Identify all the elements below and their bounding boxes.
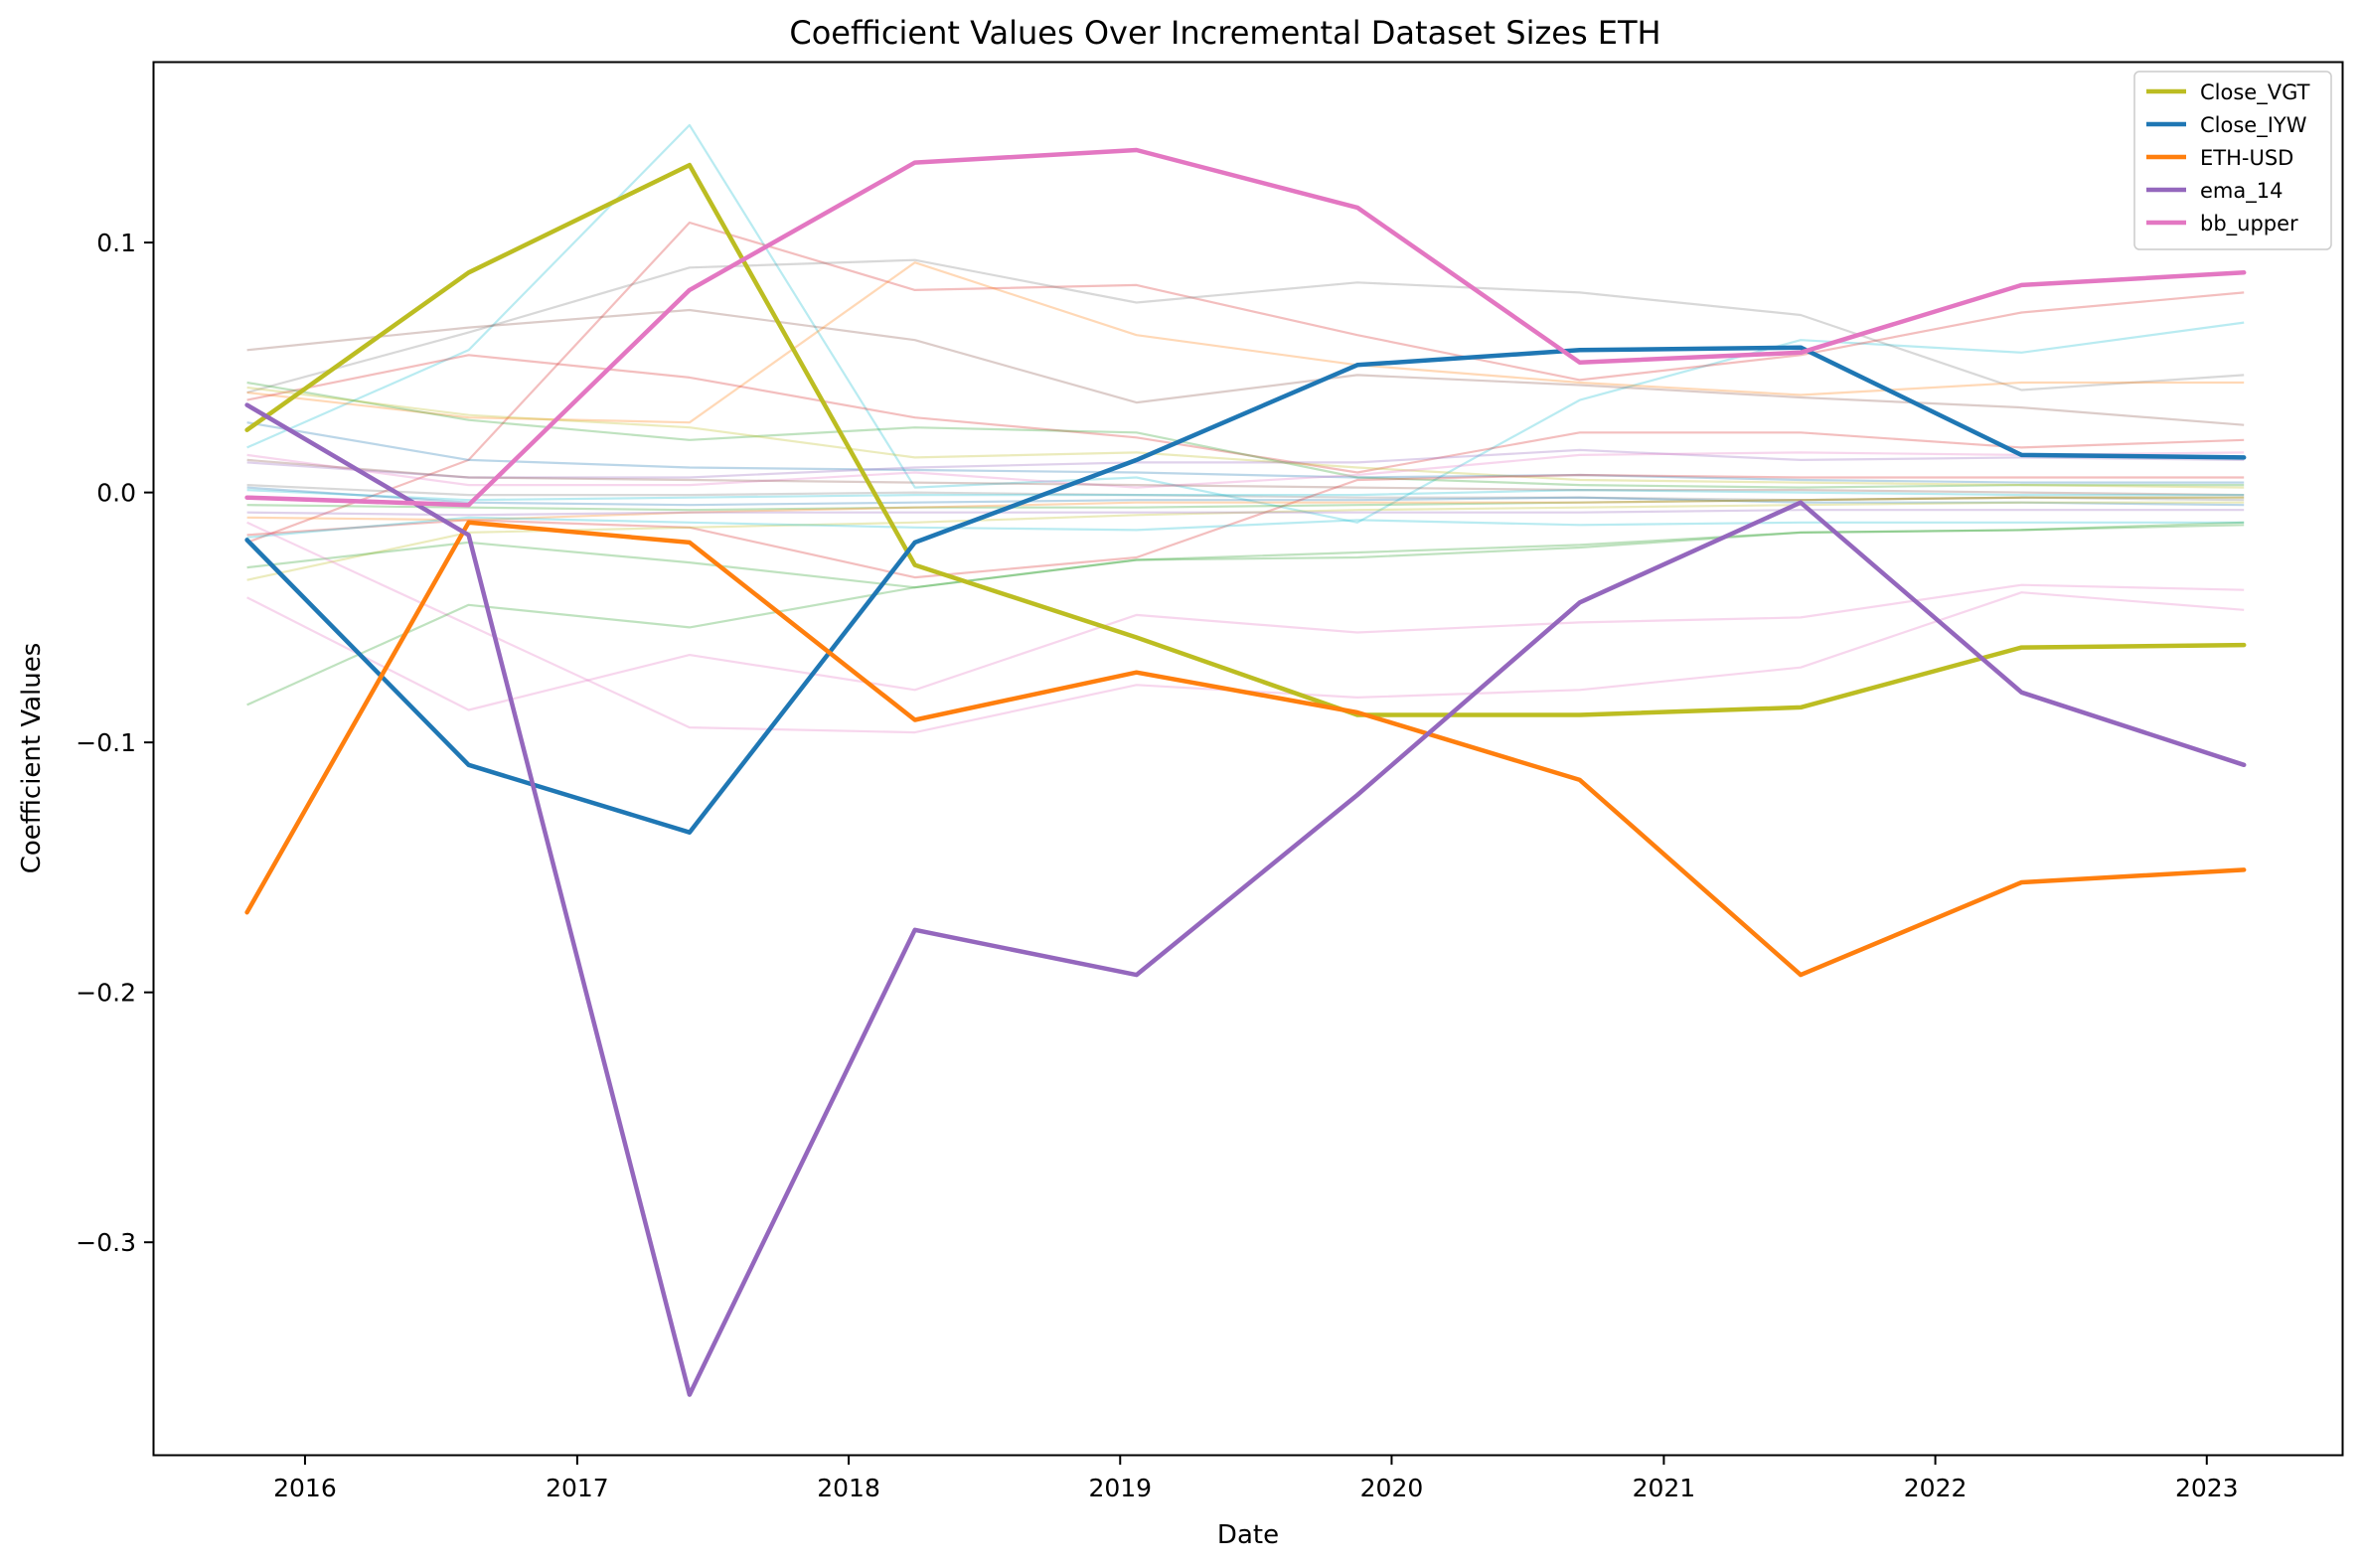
background-series-line-8 [246,386,2245,489]
chart-title: Coefficient Values Over Incremental Data… [789,14,1660,52]
y-tick-label: 0.1 [96,229,136,257]
y-axis-label: Coefficient Values [17,643,47,874]
background-series-line-15 [246,486,2245,507]
background-series-line-23 [246,583,2245,711]
legend-label: Close_VGT [2200,80,2310,105]
x-tick-label: 2017 [546,1474,609,1502]
background-series-line-12 [246,458,2245,497]
legend-frame [2133,71,2332,250]
background-series-line-5 [246,261,2245,424]
y-tick-label: −0.1 [76,728,136,757]
background-series-line-9 [246,421,2245,484]
x-tick-label: 2020 [1360,1474,1424,1502]
background-series-line-1 [246,123,2245,524]
series-line-ema-14 [244,402,2247,1397]
series-line-bb-upper [244,147,2247,508]
background-series-line-14 [246,489,2245,502]
legend-label: Close_IYW [2200,113,2307,138]
background-series-line-25 [246,524,2245,706]
background-series-line-10 [246,448,2245,479]
y-tick-label: −0.2 [76,979,136,1008]
y-axis: 0.1 0.0 −0.1 −0.2 −0.3 [76,229,154,1257]
background-series-line-19 [246,501,2245,581]
x-axis: 2016 2017 2018 2019 2020 2021 2022 2023 [273,1455,2239,1502]
x-tick-label: 2021 [1633,1474,1696,1502]
legend-label: ema_14 [2200,179,2283,204]
x-axis-label: Date [1217,1520,1279,1550]
background-series-line-2 [246,221,2245,544]
background-series-line-11 [246,451,2245,489]
series-line-eth-usd [244,520,2247,978]
background-series-line-13 [246,484,2245,502]
x-tick-label: 2016 [273,1474,337,1502]
background-series-line-16 [246,473,2245,579]
background-series-line-7 [246,381,2245,489]
x-tick-label: 2018 [817,1474,880,1502]
background-series-line-20 [246,516,2245,539]
background-series-line-21 [246,509,2245,517]
background-series-line-6 [246,354,2245,474]
y-tick-label: 0.0 [96,479,136,508]
plot-area-frame [152,61,2344,1457]
x-tick-label: 2019 [1088,1474,1152,1502]
series-line-close-iyw [244,345,2247,835]
legend: Close_VGT Close_IYW ETH-USD ema_14 bb_upper [2133,71,2332,250]
background-series-line-17 [246,496,2245,512]
y-tick-label: −0.3 [76,1228,136,1257]
highlighted-series-group [244,147,2247,1397]
background-series-group [246,123,2245,734]
background-series-line-18 [246,496,2245,522]
x-tick-label: 2023 [2175,1474,2239,1502]
series-line-close-vgt [244,162,2247,717]
legend-label: ETH-USD [2200,146,2293,170]
x-tick-label: 2022 [1904,1474,1968,1502]
background-series-line-22 [246,521,2245,589]
background-series-line-3 [246,258,2245,394]
legend-label: bb_upper [2200,212,2298,236]
